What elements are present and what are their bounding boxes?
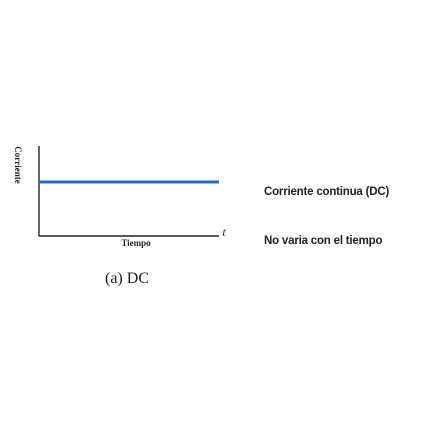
- y-axis-label: Corriente: [13, 146, 23, 183]
- panel-label: (a) DC: [105, 270, 149, 287]
- note-line-2: No varia con el tiempo: [264, 235, 382, 247]
- x-axis-symbol: t: [222, 225, 226, 239]
- note-line-1: Corriente continua (DC): [264, 186, 389, 198]
- x-axis-label: Tiempo: [121, 238, 151, 248]
